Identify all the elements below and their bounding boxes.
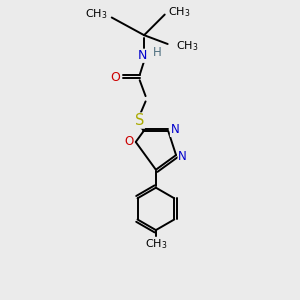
Text: S: S <box>135 113 144 128</box>
Text: O: O <box>111 71 121 84</box>
Text: N: N <box>137 49 147 62</box>
Text: N: N <box>170 123 179 136</box>
Text: O: O <box>124 136 134 148</box>
Text: CH$_3$: CH$_3$ <box>176 40 198 53</box>
Text: N: N <box>178 150 187 163</box>
Text: CH$_3$: CH$_3$ <box>145 237 167 251</box>
Text: CH$_3$: CH$_3$ <box>85 8 107 22</box>
Text: CH$_3$: CH$_3$ <box>168 5 190 19</box>
Text: H: H <box>153 46 162 59</box>
